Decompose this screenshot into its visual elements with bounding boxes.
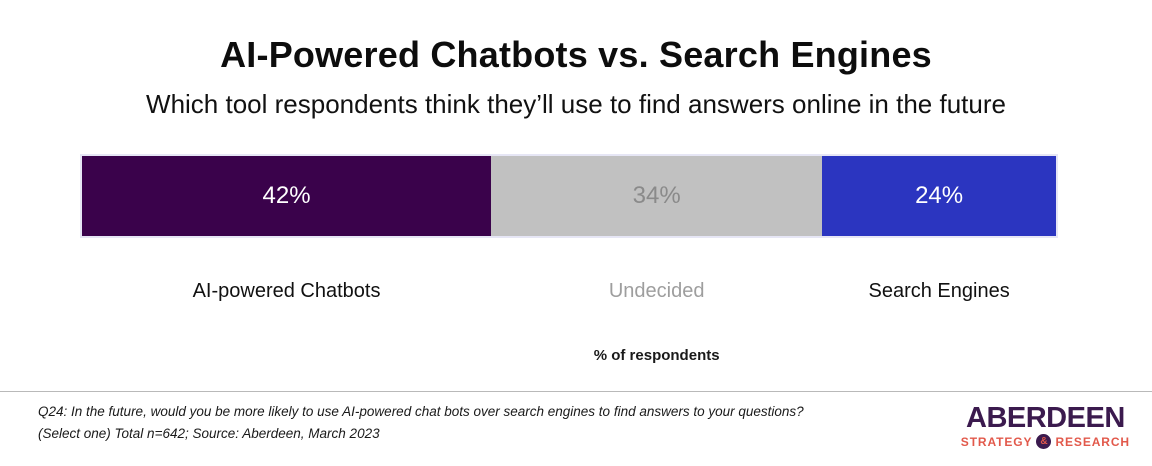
source-note-line1: Q24: In the future, would you be more li… [38, 404, 804, 419]
footer: Q24: In the future, would you be more li… [0, 391, 1152, 466]
logo-tagline-left: STRATEGY [960, 434, 1033, 449]
source-note: Q24: In the future, would you be more li… [38, 401, 804, 444]
bar-segment-search-engines: 24% [822, 156, 1056, 236]
ampersand-badge-icon: & [1036, 434, 1052, 450]
bar-segment-undecided: 34% [491, 156, 823, 236]
logo-wordmark: ABERDEEN [966, 402, 1125, 434]
logo-tagline-right: RESEARCH [1055, 434, 1130, 449]
category-label-search-engines: Search Engines [868, 280, 1010, 302]
source-note-line2: (Select one) Total n=642; Source: Aberde… [38, 425, 380, 441]
stacked-bar: 42% 34% 24% [82, 156, 1056, 236]
logo-tagline: STRATEGY & RESEARCH [960, 434, 1130, 450]
aberdeen-logo: ABERDEEN STRATEGY & RESEARCH [960, 402, 1130, 450]
category-label-undecided: Undecided [608, 280, 705, 302]
chart-subtitle: Which tool respondents think they’ll use… [146, 89, 1006, 119]
x-axis-label: % of respondents [593, 347, 720, 364]
bar-segment-ai-powered-chatbots: 42% [82, 156, 492, 236]
category-label-ai-powered-chatbots: AI-powered Chatbots [192, 280, 381, 302]
category-labels: AI-powered Chatbots Undecided Search Engin… [82, 280, 1056, 303]
chart-title: AI-Powered Chatbots vs. Search Engines [220, 34, 932, 75]
